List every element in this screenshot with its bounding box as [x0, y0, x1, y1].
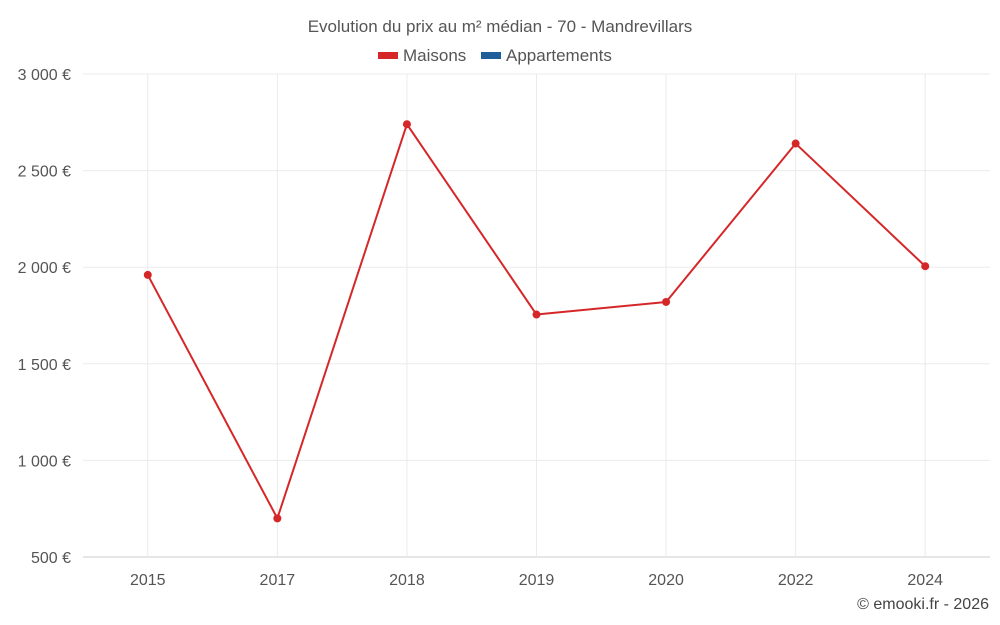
y-tick-label: 1 500 €: [18, 357, 71, 374]
x-tick-label: 2015: [130, 572, 166, 589]
series-maisons: [143, 120, 930, 523]
legend-swatch-appartements: [481, 52, 501, 59]
legend-label-appartements[interactable]: Appartements: [506, 46, 612, 65]
y-tick-label: 3 000 €: [18, 67, 71, 84]
legend-swatch-maisons: [378, 52, 398, 59]
x-tick-label: 2018: [389, 572, 425, 589]
y-tick-label: 500 €: [31, 550, 71, 567]
x-tick-label: 2022: [778, 572, 814, 589]
y-tick-label: 2 500 €: [18, 164, 71, 181]
data-point: [921, 262, 930, 271]
data-point: [791, 139, 800, 148]
data-point: [402, 120, 411, 129]
data-point: [532, 310, 541, 319]
chart-title: Evolution du prix au m² médian - 70 - Ma…: [308, 17, 693, 36]
data-point: [662, 297, 671, 306]
x-tick-label: 2017: [260, 572, 296, 589]
x-tick-label: 2020: [648, 572, 684, 589]
data-point: [143, 270, 152, 279]
legend-label-maisons[interactable]: Maisons: [403, 46, 466, 65]
grid-lines: [83, 73, 990, 558]
x-tick-label: 2024: [907, 572, 943, 589]
y-axis: 500 € 1 000 € 1 500 € 2 000 € 2 500 € 3 000 €: [18, 67, 71, 567]
data-point: [273, 514, 282, 523]
credit-text: © emooki.fr - 2026: [857, 596, 989, 613]
y-tick-label: 1 000 €: [18, 453, 71, 470]
y-tick-label: 2 000 €: [18, 260, 71, 277]
chart-legend: Maisons Appartements: [378, 46, 612, 65]
x-tick-label: 2019: [519, 572, 555, 589]
x-axis: 2015 2017 2018 2019 2020 2022 2024: [130, 572, 943, 589]
